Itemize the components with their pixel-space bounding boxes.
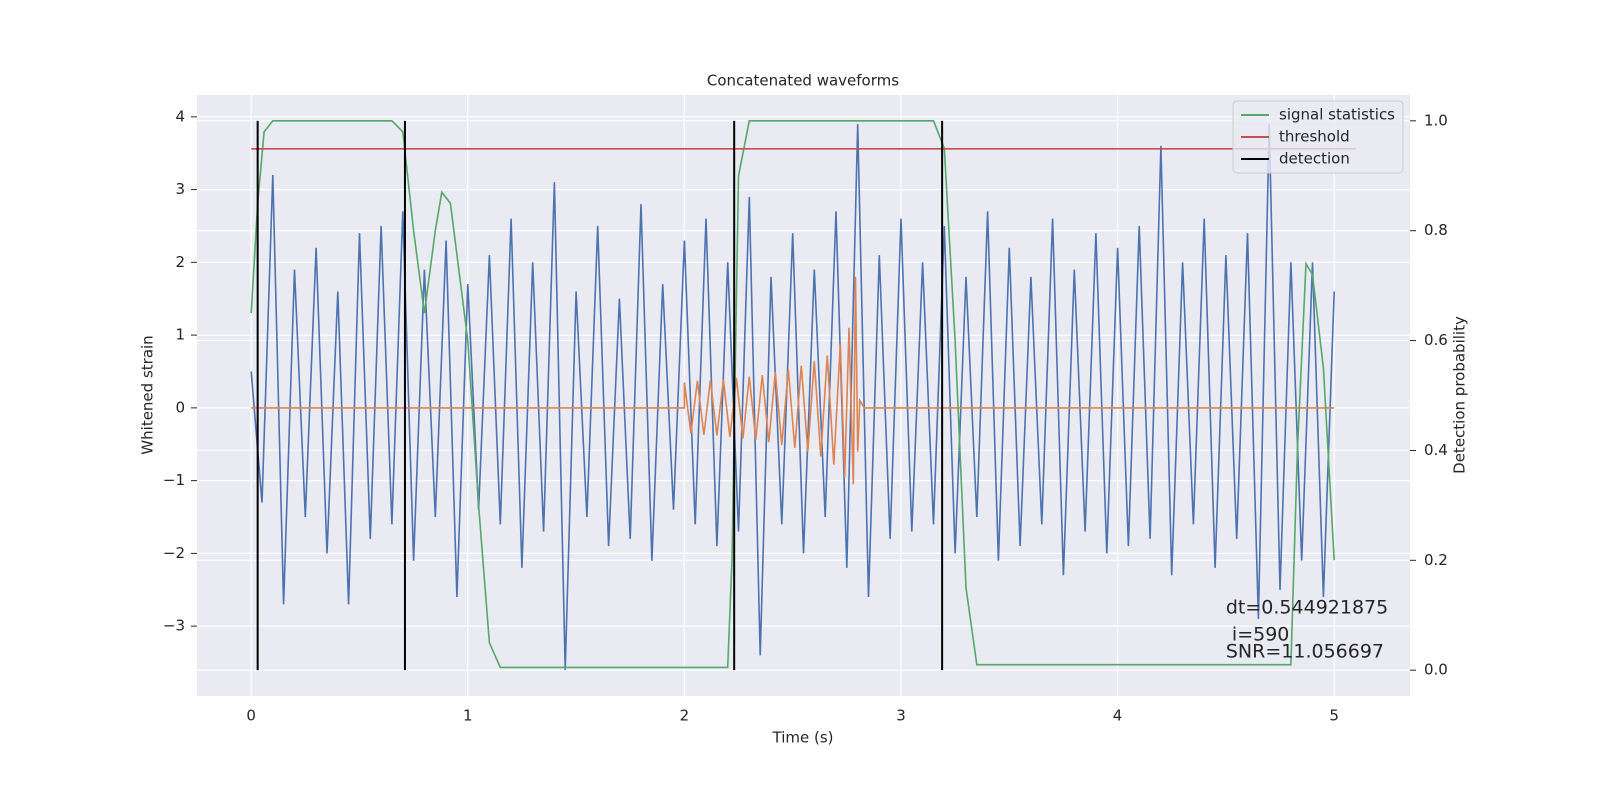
y2-axis-label: Detection probability — [1451, 316, 1469, 474]
y-tick-label: 3 — [175, 180, 185, 198]
y2-tick-label: 0.2 — [1424, 551, 1448, 569]
annotation: i=590 — [1226, 624, 1290, 646]
annotation: dt=0.544921875 — [1226, 597, 1388, 619]
y-tick-label: 2 — [175, 253, 185, 271]
x-tick-label: 5 — [1329, 707, 1339, 725]
y2-tick-label: 0.4 — [1424, 441, 1448, 459]
y2-tick-label: 0.6 — [1424, 331, 1448, 349]
x-tick-label: 4 — [1113, 707, 1123, 725]
y2-tick-label: 0.0 — [1424, 661, 1448, 679]
legend-label: detection — [1279, 150, 1350, 168]
y-tick-label: −2 — [163, 544, 185, 562]
y-tick-label: −1 — [163, 471, 185, 489]
marks — [250, 120, 1356, 671]
legend-label: signal statistics — [1279, 106, 1395, 124]
y2-tick-label: 0.8 — [1424, 221, 1448, 239]
y2-tick-label: 1.0 — [1424, 111, 1448, 129]
legend-box — [1232, 100, 1404, 174]
x-tick-label: 0 — [246, 707, 256, 725]
legend-label: threshold — [1279, 128, 1350, 146]
x-tick-label: 3 — [896, 707, 906, 725]
x-tick-label: 1 — [463, 707, 473, 725]
annotation: SNR=11.056697 — [1226, 641, 1384, 663]
y-tick-label: 1 — [175, 326, 185, 344]
chart-title: Concatenated waveforms — [707, 72, 899, 90]
y-axis-label: Whitened strain — [139, 335, 157, 454]
series-line — [250, 120, 1335, 669]
series-line — [251, 276, 1335, 485]
y-tick-label: 0 — [175, 398, 185, 416]
x-axis-label: Time (s) — [772, 729, 834, 747]
y-tick-label: 4 — [175, 107, 185, 125]
x-tick-label: 2 — [680, 707, 690, 725]
legend: signal statistics threshold detection — [1232, 100, 1404, 174]
y-tick-label: −3 — [163, 617, 185, 635]
